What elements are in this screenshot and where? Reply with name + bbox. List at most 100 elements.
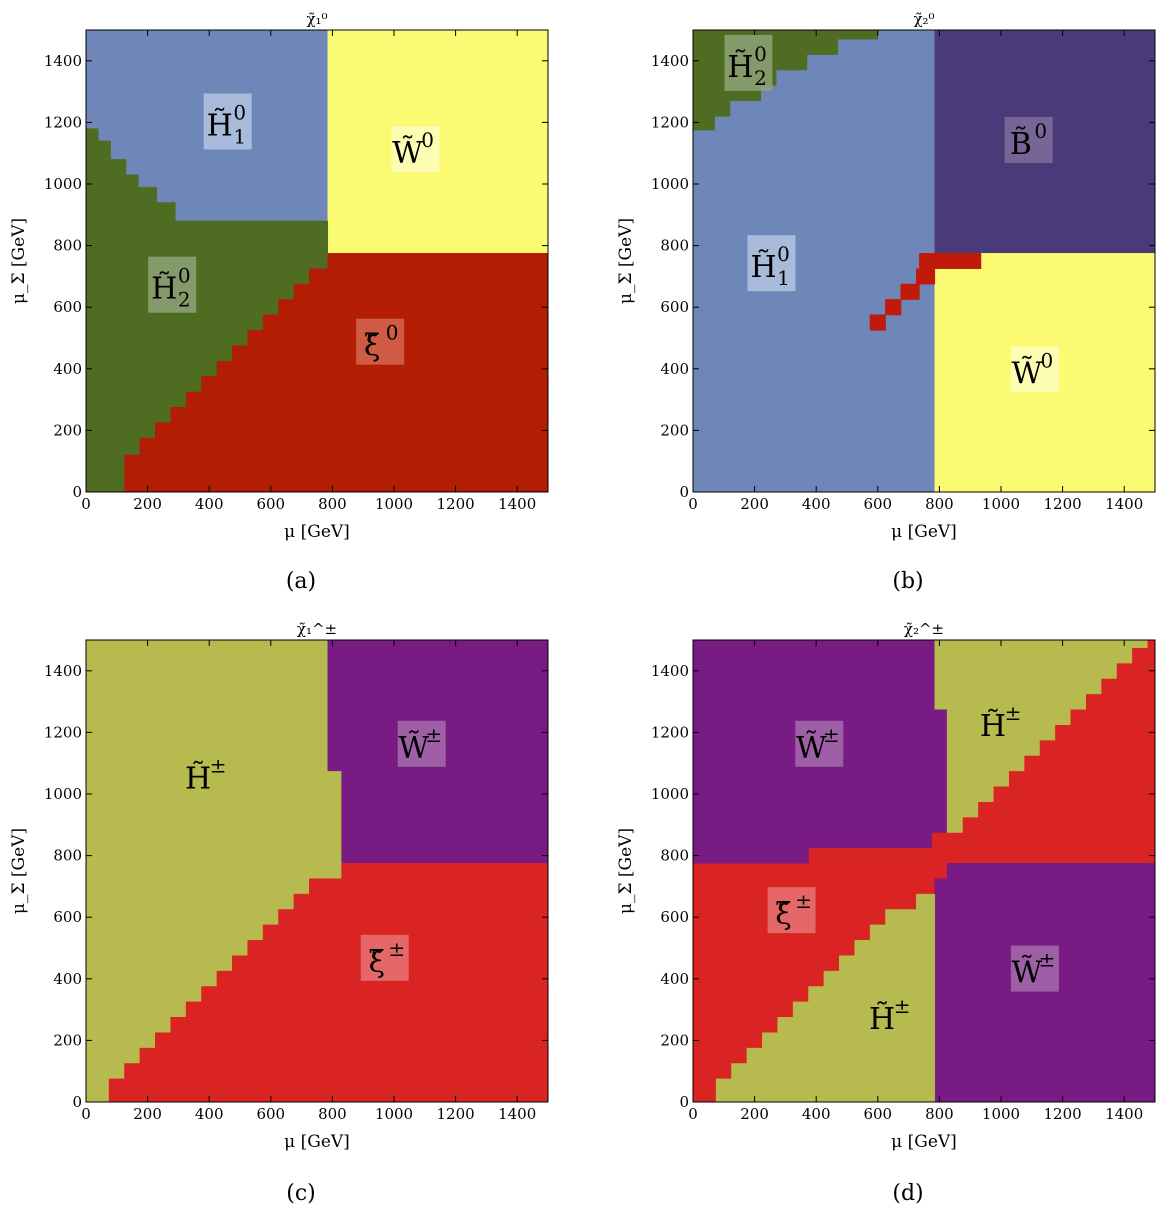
- y-tick-label: 600: [660, 908, 689, 926]
- panel-label: (d): [892, 1181, 923, 1206]
- x-tick-label: 200: [740, 495, 769, 513]
- x-tick-label: 0: [81, 495, 91, 513]
- region-label-sup: ±: [425, 723, 442, 747]
- plot-frame: [692, 29, 1156, 493]
- y-tick-label: 0: [72, 483, 82, 501]
- y-tick-label: 600: [660, 298, 689, 316]
- y-tick-label: 200: [660, 421, 689, 439]
- x-tick-label: 200: [133, 1105, 162, 1123]
- chart-title: χ̃₁^±: [297, 620, 337, 638]
- region-label: ξ̃: [364, 329, 381, 364]
- y-tick-label: 800: [660, 237, 689, 255]
- y-tick-label: 800: [53, 847, 82, 865]
- plot-frame: [692, 639, 1156, 1103]
- y-tick-label: 1000: [44, 785, 82, 803]
- y-axis-label: μ_Σ [GeV]: [616, 828, 636, 914]
- region-label-sup: 0: [754, 42, 767, 66]
- region-label: H̃: [185, 761, 211, 796]
- y-axis-label: μ_Σ [GeV]: [616, 218, 636, 304]
- region-label-sup: ±: [823, 723, 840, 747]
- region-label-box: [747, 235, 796, 292]
- panel-a: 0 200 400 600 800 1000 1200 1400020040060080010…: [9, 10, 549, 594]
- region-8: [885, 299, 902, 316]
- region-2: [108, 863, 549, 1103]
- region-label: W̃: [1011, 356, 1042, 391]
- region-label-box: [724, 34, 773, 91]
- region-9: [869, 314, 886, 331]
- plot-frame: [85, 639, 549, 1103]
- y-tick-label: 1200: [651, 113, 689, 131]
- region-label: ξ̃: [775, 897, 792, 932]
- region-3: [934, 639, 1148, 833]
- x-tick-label: 0: [688, 495, 698, 513]
- plot-frame: [85, 29, 549, 493]
- y-tick-label: 0: [72, 1093, 82, 1111]
- region-label-sub: 2: [754, 66, 767, 90]
- region-label-box: [391, 126, 440, 173]
- y-tick-label: 0: [679, 1093, 689, 1111]
- x-tick-label: 600: [256, 1105, 285, 1123]
- x-tick-label: 400: [802, 495, 831, 513]
- x-tick-label: 1400: [498, 495, 536, 513]
- y-tick-label: 800: [53, 237, 82, 255]
- y-tick-label: 600: [53, 908, 82, 926]
- region-label: ξ̃: [368, 945, 385, 980]
- x-tick-label: 1200: [1044, 1105, 1082, 1123]
- x-axis-label: μ [GeV]: [891, 1132, 957, 1152]
- panel-b: 0 200 400 600 800 1000 1200 1400020040060080010…: [616, 10, 1156, 594]
- x-tick-label: 1400: [1105, 495, 1143, 513]
- x-tick-label: 800: [318, 495, 347, 513]
- y-tick-label: 400: [660, 360, 689, 378]
- x-axis-label: μ [GeV]: [284, 1132, 350, 1152]
- y-tick-label: 1400: [651, 662, 689, 680]
- region-7: [900, 283, 920, 300]
- x-tick-label: 800: [925, 495, 954, 513]
- region-label-sup: 0: [178, 264, 191, 288]
- y-tick-label: 200: [53, 1031, 82, 1049]
- y-tick-label: 800: [660, 847, 689, 865]
- panel-label: (b): [892, 569, 923, 594]
- panel-c: 0 200 400 600 800 1000 1200 1400 0 200 400 600 800 10…: [9, 620, 549, 1206]
- x-tick-label: 0: [688, 1105, 698, 1123]
- region-label: H̃: [980, 709, 1006, 744]
- region-label-box: [356, 318, 405, 365]
- x-tick-label: 1000: [982, 1105, 1020, 1123]
- x-tick-label: 1000: [982, 495, 1020, 513]
- region-label: H̃: [151, 271, 177, 306]
- region-label-sup: 0: [386, 321, 399, 345]
- region-label-sup: 0: [777, 242, 790, 266]
- x-tick-label: 600: [256, 495, 285, 513]
- region-label-sup: ±: [388, 937, 405, 961]
- x-tick-label: 400: [802, 1105, 831, 1123]
- x-axis-label: μ [GeV]: [284, 522, 350, 542]
- x-tick-label: 1400: [498, 1105, 536, 1123]
- region-6: [919, 253, 936, 285]
- x-axis-label: μ [GeV]: [891, 522, 957, 542]
- x-tick-label: 1400: [1105, 1105, 1143, 1123]
- x-tick-label: 1000: [375, 495, 413, 513]
- x-tick-label: 600: [863, 1105, 892, 1123]
- region-label-sub: 2: [178, 288, 191, 312]
- region-label: H̃: [869, 1001, 895, 1036]
- region-label-sup: 0: [1041, 348, 1054, 372]
- x-tick-label: 1200: [437, 1105, 475, 1123]
- y-axis-label: μ_Σ [GeV]: [9, 828, 29, 914]
- y-tick-label: 1400: [44, 52, 82, 70]
- y-tick-label: 200: [53, 421, 82, 439]
- panel-d: 0 200 400 600 800 1000 1200 1400 0 200 400 600 800 10…: [616, 620, 1156, 1206]
- y-tick-label: 400: [660, 970, 689, 988]
- chart-title: χ̃₂⁰: [913, 10, 934, 28]
- region-label-sub: 1: [777, 266, 790, 290]
- region-label-box: [795, 720, 844, 767]
- region-label: W̃: [392, 136, 423, 171]
- region-label: H̃: [750, 250, 776, 285]
- y-tick-label: 1400: [651, 52, 689, 70]
- y-axis-label: μ_Σ [GeV]: [9, 218, 29, 304]
- x-tick-label: 800: [925, 1105, 954, 1123]
- region-label-sup: ±: [795, 889, 812, 913]
- region-label-sup: ±: [1005, 701, 1022, 725]
- region-label: W̃: [398, 730, 429, 765]
- region-label-sup: ±: [210, 754, 227, 778]
- region-label-box: [360, 934, 409, 981]
- y-tick-label: 600: [53, 298, 82, 316]
